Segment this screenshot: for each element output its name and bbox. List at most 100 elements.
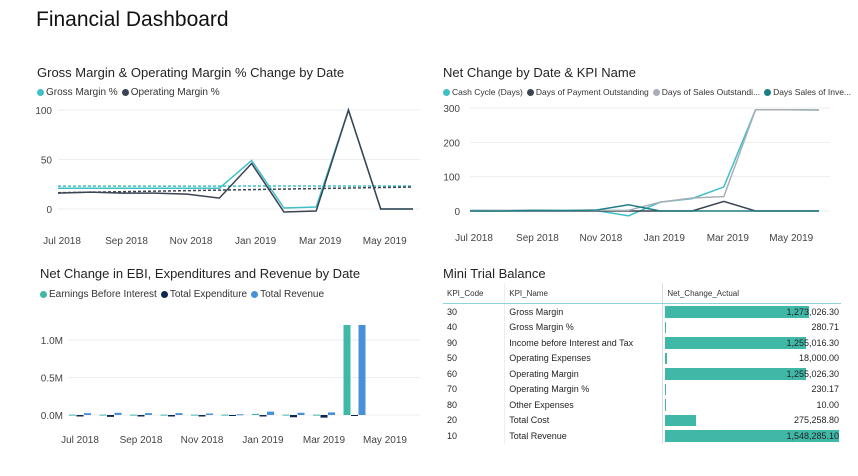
bar: [229, 415, 236, 416]
x-tick-label: Sep 2018: [105, 236, 148, 247]
legend-item[interactable]: Days of Payment Outstanding: [526, 87, 649, 97]
x-tick-label: May 2019: [363, 435, 407, 446]
legend-label: Days of Payment Outstanding: [535, 87, 649, 97]
table-row[interactable]: 30 Gross Margin 1,273,026.30: [443, 303, 841, 320]
legend-dot-icon: [40, 290, 47, 298]
net-change-cell: 280.71: [663, 320, 841, 336]
bar: [69, 414, 76, 416]
bar: [206, 413, 213, 415]
x-tick-label: Nov 2018: [170, 236, 213, 247]
kpi-code: 80: [443, 397, 506, 413]
net-change-kpi-chart[interactable]: 0 100 200 300 Jul 2018 Sep 2018 Nov 2018 Jan 20…: [430, 95, 858, 255]
kpi-code: 10: [443, 428, 506, 444]
legend-dot-icon: [443, 89, 450, 97]
table-row[interactable]: 70 Operating Margin % 230.17: [443, 381, 841, 398]
legend-item[interactable]: Cash Cycle (Days): [443, 87, 523, 97]
bar: [236, 414, 244, 416]
x-tick-label: Jul 2018: [43, 236, 81, 247]
bar: [358, 325, 366, 415]
kpi-code: 50: [443, 350, 506, 366]
y-tick-label: 1.0M: [41, 336, 63, 347]
net-change-cell: 1,255,026.30: [663, 366, 841, 382]
y-tick-label: 0.5M: [41, 374, 63, 385]
series-line: [57, 107, 413, 213]
legend-label: Operating Margin %: [130, 87, 220, 98]
col-kpi-code[interactable]: KPI_Code: [443, 283, 506, 304]
col-kpi-name[interactable]: KPI_Name: [504, 283, 664, 304]
legend-item[interactable]: Earnings Before Interest: [40, 289, 157, 300]
legend-item[interactable]: Gross Margin %: [37, 87, 118, 98]
legend-label: Total Expenditure: [169, 289, 248, 300]
data-bar: [665, 430, 840, 442]
table-row[interactable]: 90 Income before Interest and Tax 1,255,…: [443, 335, 841, 351]
bar: [320, 415, 328, 418]
chart2-legend[interactable]: Cash Cycle (Days) Days of Payment Outstan…: [443, 87, 851, 97]
legend-dot-icon: [37, 88, 44, 96]
data-bar: [665, 368, 807, 380]
data-bar: [665, 352, 668, 364]
table-row[interactable]: 50 Operating Expenses 18,000.00: [443, 350, 841, 367]
chart2-title: Net Change by Date & KPI Name: [443, 65, 636, 80]
table-row[interactable]: 80 Other Expenses 10.00: [443, 397, 841, 413]
legend-label: Total Revenue: [260, 289, 325, 300]
net-change-cell: 275,258.80: [663, 413, 841, 429]
legend-item[interactable]: Days Sales of Inve...: [764, 87, 851, 97]
data-bar: [665, 399, 666, 411]
x-tick-label: Mar 2019: [707, 233, 750, 244]
legend-dot-icon: [121, 88, 129, 96]
trial-balance-table: KPI_Code KPI_Name Net_Change_Actual 30 G…: [443, 283, 841, 444]
net-change-cell: 230.17: [663, 382, 841, 398]
ebi-expenditure-revenue-chart[interactable]: 0.0M 0.5M 1.0M Jul 2018 Sep 2018 Nov 2018 Jan …: [0, 300, 430, 460]
col-net-change[interactable]: Net_Change_Actual: [662, 283, 841, 304]
net-change-cell: 10.00: [663, 397, 841, 413]
chart3-legend[interactable]: Earnings Before Interest Total Expenditur…: [40, 289, 324, 300]
chart3-title: Net Change in EBI, Expenditures and Reve…: [40, 266, 361, 281]
kpi-code: 30: [443, 303, 506, 320]
kpi-name: Gross Margin: [504, 303, 664, 320]
bar: [130, 414, 137, 416]
bar: [84, 413, 91, 415]
kpi-name: Gross Margin %: [504, 319, 664, 335]
net-change-cell: 1,548,285.10: [663, 428, 841, 444]
data-bar: [665, 321, 666, 333]
x-tick-label: Mar 2019: [299, 236, 342, 247]
x-tick-label: May 2019: [363, 236, 407, 247]
bar: [175, 413, 183, 415]
kpi-name: Operating Margin: [504, 366, 664, 382]
net-change-value: 275,258.80: [793, 415, 839, 426]
bar: [343, 325, 351, 415]
bar: [290, 415, 297, 418]
table-row[interactable]: 10 Total Revenue 1,548,285.10: [443, 428, 841, 444]
legend-label: Days of Sales Outstandi...: [661, 87, 761, 97]
net-change-value: 10.00: [816, 399, 839, 410]
gross-operating-margin-chart[interactable]: 0 50 100 Jul 2018 Sep 2018 Nov 2018 Jan 2019 Ma…: [0, 95, 430, 255]
x-tick-label: Jan 2019: [235, 236, 277, 247]
x-tick-label: Sep 2018: [120, 435, 163, 446]
page-title: Financial Dashboard: [36, 8, 229, 31]
data-bar: [665, 414, 697, 426]
legend-item[interactable]: Operating Margin %: [121, 87, 220, 98]
table-row[interactable]: 60 Operating Margin 1,255,026.30: [443, 366, 841, 382]
chart1-legend[interactable]: Gross Margin % Operating Margin %: [37, 87, 220, 98]
x-tick-label: Mar 2019: [303, 435, 346, 446]
net-change-value: 230.17: [811, 384, 839, 395]
bar: [328, 412, 335, 415]
legend-item[interactable]: Days of Sales Outstandi...: [652, 87, 761, 97]
x-tick-label: Jan 2019: [242, 435, 284, 446]
data-bar: [665, 306, 809, 318]
legend-item[interactable]: Total Expenditure: [160, 289, 248, 300]
legend-dot-icon: [251, 290, 259, 298]
table-row[interactable]: 20 Total Cost 275,258.80: [443, 412, 841, 429]
y-tick-label: 50: [41, 156, 53, 167]
legend-item[interactable]: Total Revenue: [251, 289, 324, 300]
y-tick-label: 100: [35, 106, 52, 117]
legend-label: Cash Cycle (Days): [452, 87, 523, 97]
kpi-code: 90: [443, 335, 506, 351]
net-change-cell: 18,000.00: [663, 351, 841, 367]
y-tick-label: 0: [454, 207, 460, 218]
table-row[interactable]: 40 Gross Margin % 280.71: [443, 319, 841, 336]
net-change-cell: 1,255,016.30: [663, 335, 841, 351]
net-change-value: 18,000.00: [798, 353, 839, 364]
kpi-name: Other Expenses: [504, 397, 664, 413]
kpi-name: Operating Expenses: [504, 350, 664, 366]
